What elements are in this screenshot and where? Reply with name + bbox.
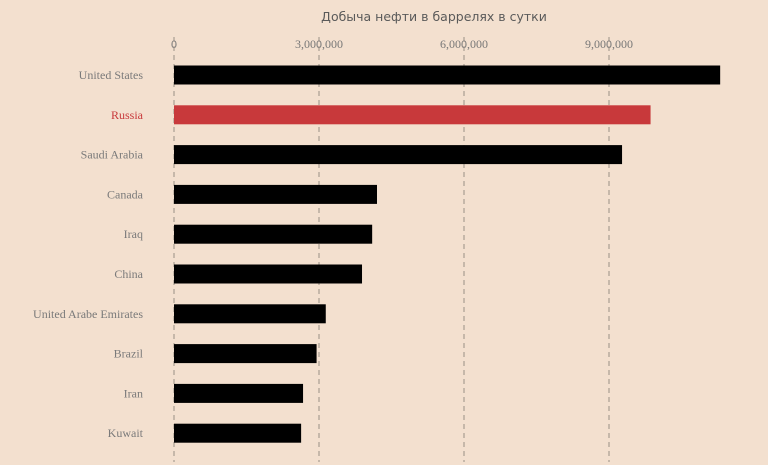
bar [174,304,326,324]
bar [174,65,721,85]
category-label: Saudi Arabia [81,148,144,162]
x-tick-label: 3,000,000 [295,37,343,51]
bar [174,224,373,244]
bar [174,145,623,165]
category-label: China [114,267,143,281]
category-label: Iran [124,386,143,400]
category-labels: United States Russia Saudi Arabia Canada Ira… [33,68,144,440]
bar [174,184,377,204]
x-tick-label: 0 [171,37,177,51]
bars [174,65,721,443]
bar [174,105,651,125]
category-label: Canada [107,187,144,201]
category-label: United States [79,68,144,82]
bar [174,344,317,364]
x-tick-label: 9,000,000 [585,37,633,51]
chart-title: Добыча нефти в баррелях в сутки [321,9,547,24]
category-label: Kuwait [108,426,144,440]
category-label: United Arabe Emirates [33,307,143,321]
bar [174,264,363,284]
bar [174,423,302,443]
category-label: Russia [111,108,144,122]
x-tick-label: 6,000,000 [440,37,488,51]
bar [174,383,304,403]
category-label: Iraq [124,227,143,241]
x-axis-ticks: 0 3,000,000 6,000,000 9,000,000 [171,37,633,51]
category-label: Brazil [114,347,144,361]
